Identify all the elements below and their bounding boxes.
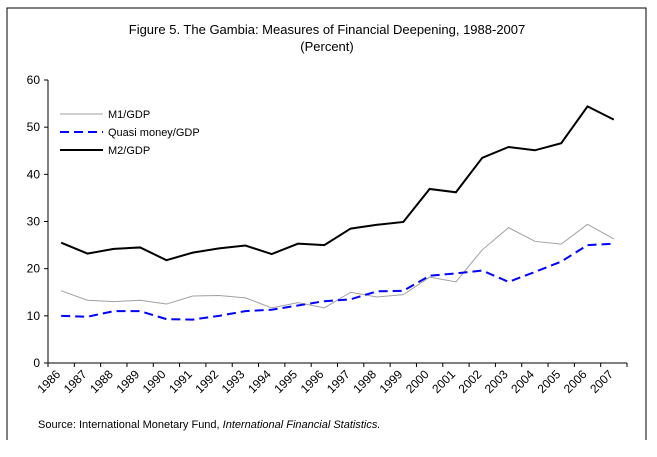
chart-title: Figure 5. The Gambia: Measures of Financ… — [129, 22, 526, 37]
source-text: Source: International Monetary Fund, — [38, 419, 223, 431]
x-tick-label: 2004 — [508, 367, 537, 396]
x-tick-label: 1994 — [245, 367, 274, 396]
legend-label: M1/GDP — [108, 109, 150, 121]
x-tick-label: 2001 — [429, 367, 458, 396]
x-tick-label: 1988 — [87, 367, 116, 396]
x-tick-label: 2007 — [587, 367, 616, 396]
y-tick-label: 50 — [27, 120, 41, 134]
source-italic: International Financial Statistics. — [223, 419, 381, 431]
x-tick-label: 1999 — [377, 367, 406, 396]
x-tick-label: 1989 — [113, 367, 142, 396]
x-tick-label: 1991 — [166, 367, 195, 396]
x-tick-label: 1996 — [298, 367, 327, 396]
x-tick-label: 1998 — [350, 367, 379, 396]
x-tick-label: 1993 — [219, 367, 248, 396]
x-tick-label: 2006 — [561, 367, 590, 396]
legend-label: Quasi money/GDP — [108, 127, 200, 139]
y-tick-label: 0 — [33, 356, 40, 370]
x-tick-label: 1987 — [61, 367, 90, 396]
series-line — [60, 105, 615, 262]
x-tick-label: 1990 — [140, 367, 169, 396]
x-tick-label: 1995 — [271, 367, 300, 396]
series-line — [61, 242, 614, 321]
y-tick-label: 40 — [27, 167, 41, 181]
y-tick-label: 20 — [27, 262, 41, 276]
y-tick-label: 10 — [27, 309, 41, 323]
x-tick-label: 1997 — [324, 367, 353, 396]
x-tick-label: 1992 — [192, 367, 221, 396]
frame — [6, 7, 647, 440]
x-tick-label: 2000 — [403, 367, 432, 396]
chart-subtitle: (Percent) — [300, 39, 353, 54]
x-tick-label: 2005 — [535, 367, 564, 396]
y-tick-label: 30 — [27, 215, 41, 229]
x-tick-label: 2002 — [456, 367, 485, 396]
y-tick-label: 60 — [27, 73, 41, 87]
series-line — [60, 223, 615, 309]
source: Source: International Monetary Fund, Int… — [38, 419, 380, 431]
x-tick-label: 1986 — [34, 367, 63, 396]
x-tick-label: 2003 — [482, 367, 511, 396]
legend-label: M2/GDP — [108, 145, 150, 157]
